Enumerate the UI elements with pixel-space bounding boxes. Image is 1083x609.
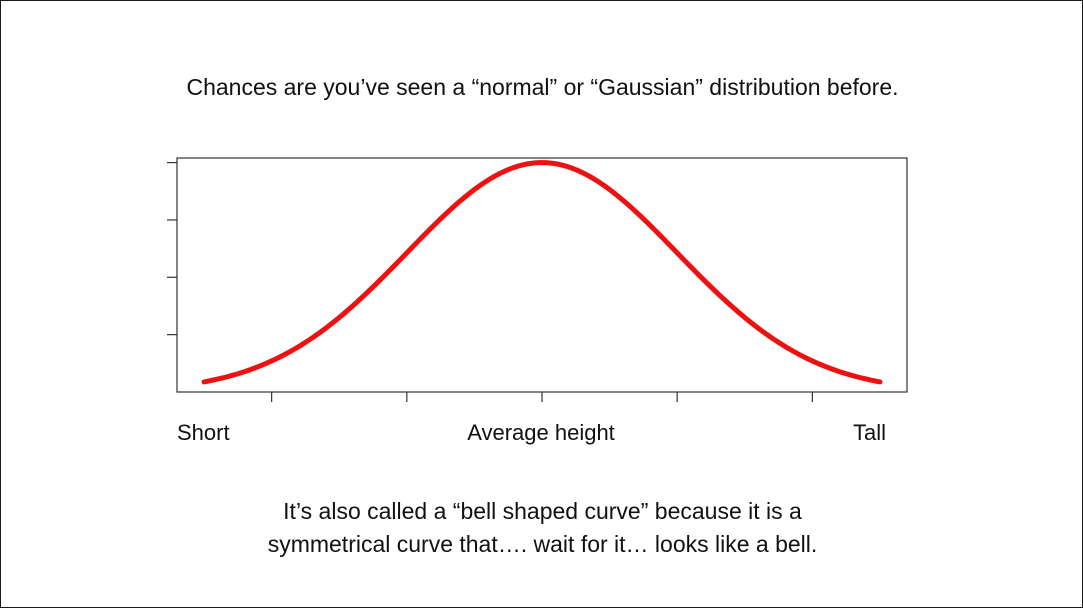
caption-line-1: It’s also called a “bell shaped curve” b… (283, 498, 802, 524)
plot-frame (176, 157, 908, 393)
slide-headline: Chances are you’ve seen a “normal” or “G… (186, 74, 899, 100)
x-label-tall: Tall (853, 420, 887, 445)
x-label-short: Short (177, 420, 230, 445)
bell-curve-line (201, 160, 883, 385)
slide-caption: It’s also called a “bell shaped curve” b… (1, 495, 1083, 561)
caption-line-2: symmetrical curve that…. wait for it… lo… (267, 531, 818, 557)
x-label-average-height: Average height (467, 420, 615, 445)
